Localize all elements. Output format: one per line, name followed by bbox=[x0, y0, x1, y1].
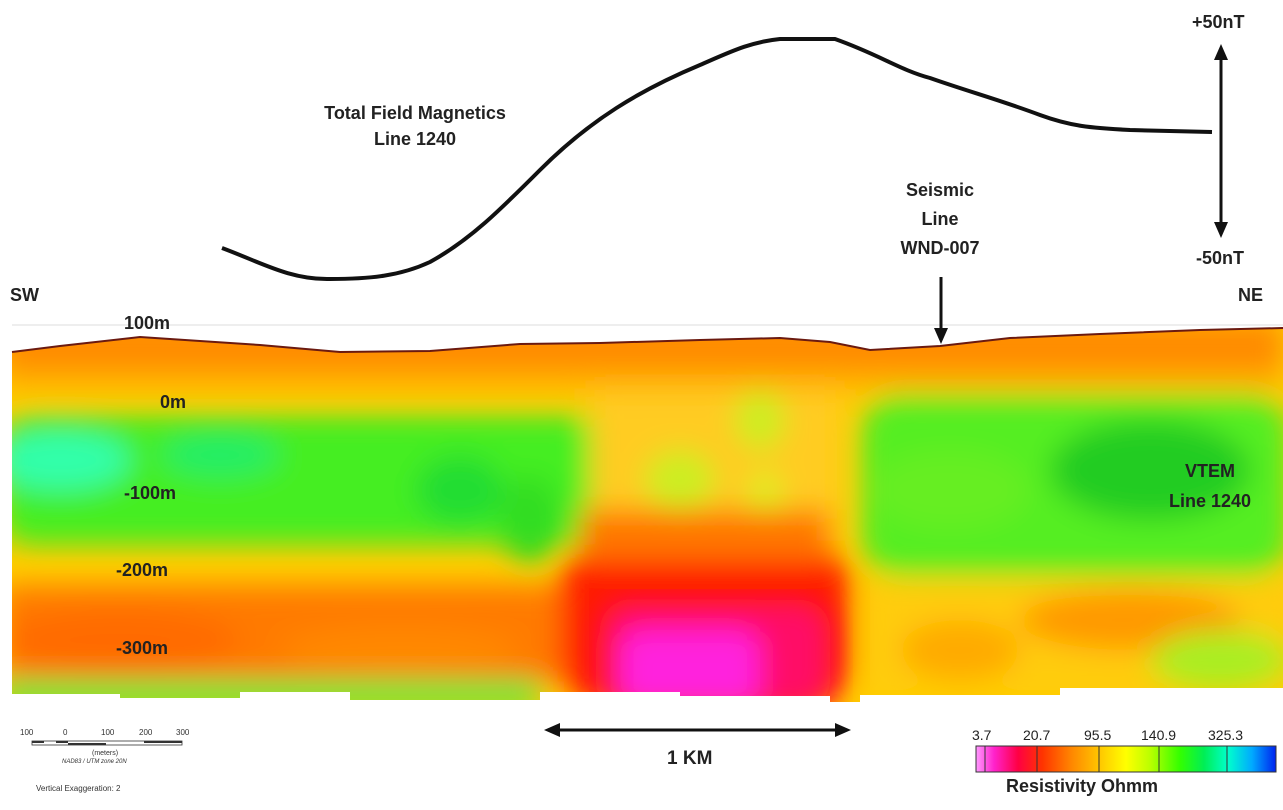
resistivity-section bbox=[12, 328, 1283, 702]
depth-label-minus200m: -200m bbox=[116, 560, 169, 580]
resistivity-colorbar bbox=[975, 745, 1277, 773]
scalebar-tick-4: 300 bbox=[176, 728, 190, 737]
scalebar-tick-1: 0 bbox=[63, 728, 68, 737]
scalebar-projection: NAD83 / UTM zone 20N bbox=[62, 759, 127, 765]
magnetics-title-line1: Total Field Magnetics bbox=[324, 103, 506, 123]
legend-tick-3: 140.9 bbox=[1141, 727, 1177, 743]
conductor-core bbox=[600, 600, 830, 702]
vtem-label: VTEM Line 1240 bbox=[1160, 456, 1260, 516]
magnetic-scale-arrow bbox=[1214, 44, 1228, 238]
legend-title: Resistivity Ohmm bbox=[1006, 776, 1159, 796]
scale-top-label: +50nT bbox=[1192, 12, 1245, 32]
topography-line bbox=[11, 327, 1283, 354]
magnetics-title: Total Field Magnetics Line 1240 bbox=[290, 100, 540, 152]
magnetic-profile-curve bbox=[221, 37, 1213, 282]
depth-label-minus100m: -100m bbox=[124, 483, 177, 503]
scalebar-units: (meters) bbox=[92, 750, 119, 757]
seismic-label-line1: Seismic bbox=[905, 180, 975, 200]
vtem-label-line2: Line 1240 bbox=[1168, 491, 1252, 511]
seismic-label-line3: WND-007 bbox=[900, 238, 980, 258]
legend-tick-4: 325.3 bbox=[1208, 727, 1244, 743]
scalebar-tick-2: 100 bbox=[101, 728, 115, 737]
magnetics-title-line2: Line 1240 bbox=[373, 129, 457, 149]
legend-tick-2: 95.5 bbox=[1084, 727, 1112, 743]
depth-label-100m: 100m bbox=[124, 313, 171, 333]
depth-label-0m: 0m bbox=[160, 392, 187, 412]
legend-tick-0: 3.7 bbox=[972, 727, 992, 743]
scale-bottom-label: -50nT bbox=[1196, 248, 1245, 268]
vtem-label-line1: VTEM bbox=[1184, 461, 1235, 481]
direction-sw: SW bbox=[10, 285, 39, 305]
vertical-exaggeration: Vertical Exaggeration: 2 bbox=[36, 784, 121, 793]
map-scale-bar bbox=[31, 740, 183, 746]
seismic-line-label: Seismic Line WND-007 bbox=[880, 176, 1000, 263]
legend-tick-1: 20.7 bbox=[1023, 727, 1051, 743]
direction-ne: NE bbox=[1238, 285, 1264, 305]
scalebar-tick-0: 100 bbox=[20, 728, 34, 737]
scalebar-tick-3: 200 bbox=[139, 728, 153, 737]
depth-label-minus300m: -300m bbox=[116, 638, 169, 658]
distance-arrow bbox=[544, 723, 851, 737]
seismic-label-line2: Line bbox=[921, 209, 959, 229]
seismic-line-arrow bbox=[934, 277, 948, 344]
distance-label: 1 KM bbox=[667, 748, 713, 769]
